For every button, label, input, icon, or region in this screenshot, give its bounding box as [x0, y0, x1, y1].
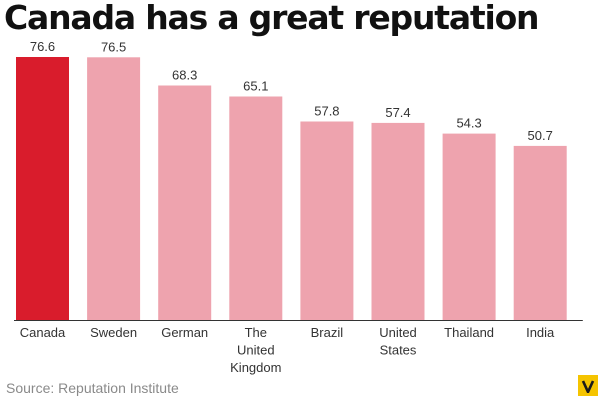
vox-logo-icon: [578, 375, 598, 396]
category-label-5: United States: [379, 325, 417, 358]
value-label-2: 68.3: [172, 68, 197, 83]
category-labels-group: Canada Sweden German The United Kingdom Brazil…: [20, 325, 555, 375]
category-label-2: German: [161, 325, 208, 340]
bar-0: [16, 57, 69, 320]
bar-5: [371, 122, 425, 321]
category-label-0: Canada: [20, 325, 66, 340]
chart-title: Canada has a great reputation: [4, 0, 540, 37]
category-label-6: Thailand: [444, 325, 494, 340]
source-note: Source: Reputation Institute: [6, 380, 179, 396]
value-label-5: 57.4: [385, 105, 410, 120]
value-label-4: 57.8: [314, 104, 339, 119]
bar-1: [87, 57, 141, 321]
value-label-1: 76.5: [101, 39, 126, 54]
category-label-3: The United Kingdom: [230, 325, 281, 375]
bar-3: [229, 96, 283, 320]
value-label-3: 65.1: [243, 79, 268, 94]
value-labels-group: 76.6 76.5 68.3 65.1 57.8 57.4 54.3 50.7: [30, 39, 553, 143]
category-label-7: India: [526, 325, 555, 340]
value-label-7: 50.7: [528, 128, 553, 143]
bar-7: [513, 145, 567, 320]
category-label-1: Sweden: [90, 325, 137, 340]
bar-6: [442, 133, 496, 320]
bars-group: [16, 57, 567, 321]
bar-4: [300, 121, 354, 320]
category-label-4: Brazil: [311, 325, 344, 340]
value-label-6: 54.3: [456, 116, 481, 131]
bar-2: [158, 85, 212, 320]
value-label-0: 76.6: [30, 39, 55, 54]
